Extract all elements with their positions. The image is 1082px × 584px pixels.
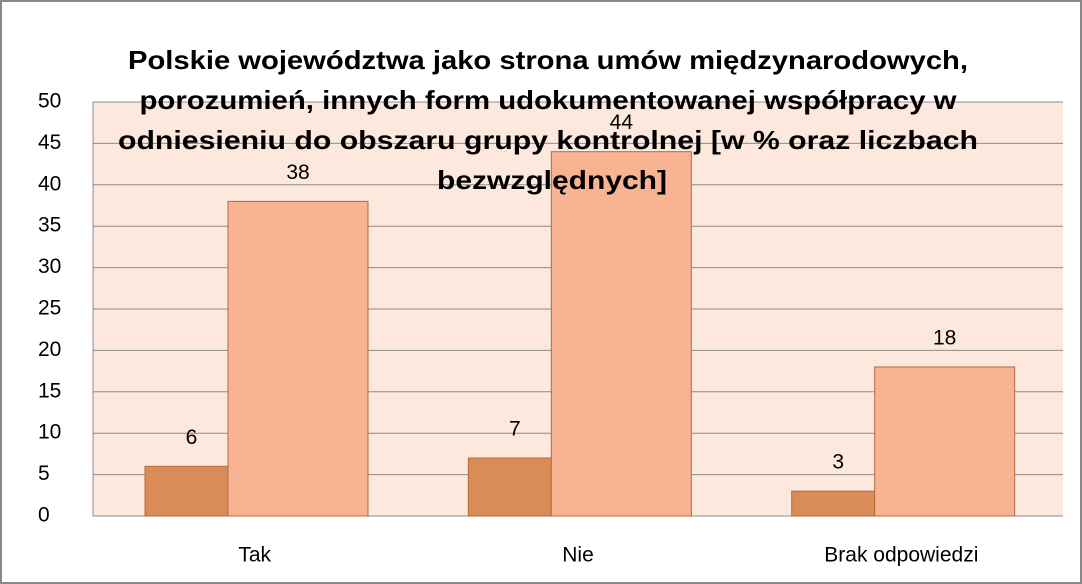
bar xyxy=(791,490,876,517)
bar xyxy=(467,457,552,517)
bar xyxy=(874,366,1016,517)
data-label: 7 xyxy=(509,418,521,441)
y-tick-label: 15 xyxy=(38,379,61,402)
y-tick-label: 40 xyxy=(38,172,61,195)
y-tick-label: 5 xyxy=(38,462,50,485)
y-tick-label: 50 xyxy=(38,90,61,113)
bar xyxy=(144,465,229,517)
x-tick-label: Tak xyxy=(238,544,271,567)
data-label: 3 xyxy=(832,451,844,474)
x-tick-label: Nie xyxy=(562,544,594,567)
data-label: 44 xyxy=(610,111,634,134)
chart-title: porozumień, innych form udokumentowanej … xyxy=(140,85,958,115)
bar xyxy=(550,151,692,517)
chart-title: Polskie województwa jako strona umów mię… xyxy=(128,45,968,75)
chart-title: bezwzględnych] xyxy=(437,165,667,195)
x-tick-label: Brak odpowiedzi xyxy=(824,544,978,567)
bar xyxy=(227,200,369,517)
y-tick-label: 35 xyxy=(38,214,61,237)
y-tick-label: 10 xyxy=(38,421,61,444)
y-tick-label: 45 xyxy=(38,131,61,154)
y-tick-label: 30 xyxy=(38,255,61,278)
y-tick-label: 20 xyxy=(38,338,61,361)
y-tick-label: 25 xyxy=(38,297,61,320)
chart-title: odniesieniu do obszaru grupy kontrolnej … xyxy=(118,125,978,155)
data-label: 18 xyxy=(933,327,956,350)
data-label: 38 xyxy=(286,161,309,184)
data-label: 6 xyxy=(186,426,198,449)
y-tick-label: 0 xyxy=(38,504,50,527)
